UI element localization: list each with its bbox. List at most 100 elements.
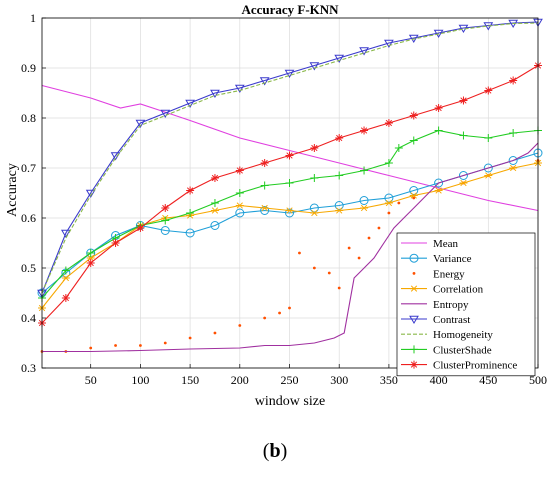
series-homogeneity [41, 22, 539, 294]
data-point [260, 181, 269, 190]
data-point [334, 54, 345, 63]
data-point [408, 34, 419, 43]
chart-title: Accuracy F-KNN [241, 2, 339, 17]
legend-marker [410, 285, 418, 292]
data-point [86, 249, 95, 257]
legend-label: Entropy [433, 299, 469, 311]
legend: Mean Variance Energy Correlation Entropy Cont… [396, 232, 536, 377]
x-tick-label: 350 [380, 373, 398, 387]
data-point [61, 294, 70, 302]
data-point [309, 62, 320, 71]
data-point [285, 151, 294, 160]
x-tick-label: 250 [281, 373, 299, 387]
data-point [235, 202, 244, 209]
data-point [210, 199, 219, 207]
x-tick-label: 300 [330, 373, 348, 387]
data-point [337, 286, 341, 290]
data-point [260, 204, 269, 212]
data-point [260, 206, 270, 215]
x-tick-label: 100 [131, 373, 149, 387]
data-point [186, 209, 195, 217]
legend-entry: Mean [401, 238, 459, 250]
data-point [409, 192, 418, 199]
data-point [210, 207, 219, 214]
series-clustershade [38, 126, 542, 302]
legend-marker [412, 272, 416, 275]
data-point [235, 166, 244, 175]
series-correlation [38, 159, 542, 312]
data-point [409, 136, 418, 145]
series-clusterprominence [38, 61, 542, 327]
data-point [434, 126, 443, 135]
caption-close: ) [280, 440, 288, 462]
legend-label: Homogeneity [433, 329, 493, 341]
data-point [263, 316, 267, 320]
data-point [397, 201, 401, 205]
data-point [85, 189, 96, 198]
data-point [86, 254, 95, 262]
data-point [458, 171, 468, 180]
data-point [160, 109, 171, 118]
data-point [459, 179, 468, 187]
data-point [61, 266, 70, 275]
data-point [357, 256, 361, 260]
series-contrast [37, 18, 543, 298]
data-point [285, 179, 294, 187]
x-tick-label: 150 [181, 373, 199, 387]
data-point [360, 126, 369, 135]
data-point [359, 196, 369, 205]
data-point [86, 259, 95, 267]
data-point [409, 186, 419, 195]
x-tick-label: 400 [430, 373, 448, 387]
legend-label: Variance [433, 253, 472, 265]
y-tick-label: 0.6 [21, 211, 36, 225]
data-point [360, 166, 369, 175]
y-tick-label: 0.3 [21, 361, 36, 375]
y-tick-label: 0.9 [21, 61, 36, 75]
data-point [285, 207, 294, 214]
data-point [259, 77, 270, 86]
legend-label: Mean [433, 238, 459, 250]
plot-frame [41, 17, 539, 369]
data-point [89, 346, 93, 350]
x-tick-label: 500 [529, 373, 547, 387]
data-point [186, 186, 195, 195]
legend-label: Energy [433, 268, 465, 280]
caption-open: ( [262, 440, 270, 462]
data-point [409, 111, 418, 120]
legend-entry: Variance [401, 253, 472, 265]
series-line [42, 142, 539, 353]
data-point [394, 144, 403, 152]
data-point [347, 246, 351, 250]
data-point [235, 208, 245, 218]
data-point [509, 129, 518, 137]
data-point [210, 174, 219, 182]
series-line [41, 129, 539, 299]
data-point [114, 344, 117, 347]
legend-entry: Homogeneity [401, 329, 493, 341]
data-point [285, 208, 295, 218]
legend-entry: Correlation [401, 284, 484, 296]
data-point [312, 266, 316, 270]
data-point [335, 134, 344, 142]
data-point [412, 196, 416, 200]
legend-entry: Energy [412, 268, 465, 280]
data-point [459, 131, 468, 140]
data-point [188, 336, 192, 340]
data-point [433, 29, 444, 38]
series-line [41, 22, 539, 294]
y-tick-label: 1 [30, 11, 36, 25]
data-point [434, 178, 444, 188]
data-point [210, 89, 220, 98]
data-point [310, 174, 319, 182]
data-point [160, 226, 170, 235]
data-point [384, 199, 393, 207]
data-point [334, 201, 344, 210]
data-point [139, 344, 142, 347]
data-point [360, 204, 369, 212]
legend-marker [409, 253, 419, 263]
data-point [238, 324, 242, 327]
series-layer [37, 18, 543, 353]
legend-marker [410, 360, 418, 369]
